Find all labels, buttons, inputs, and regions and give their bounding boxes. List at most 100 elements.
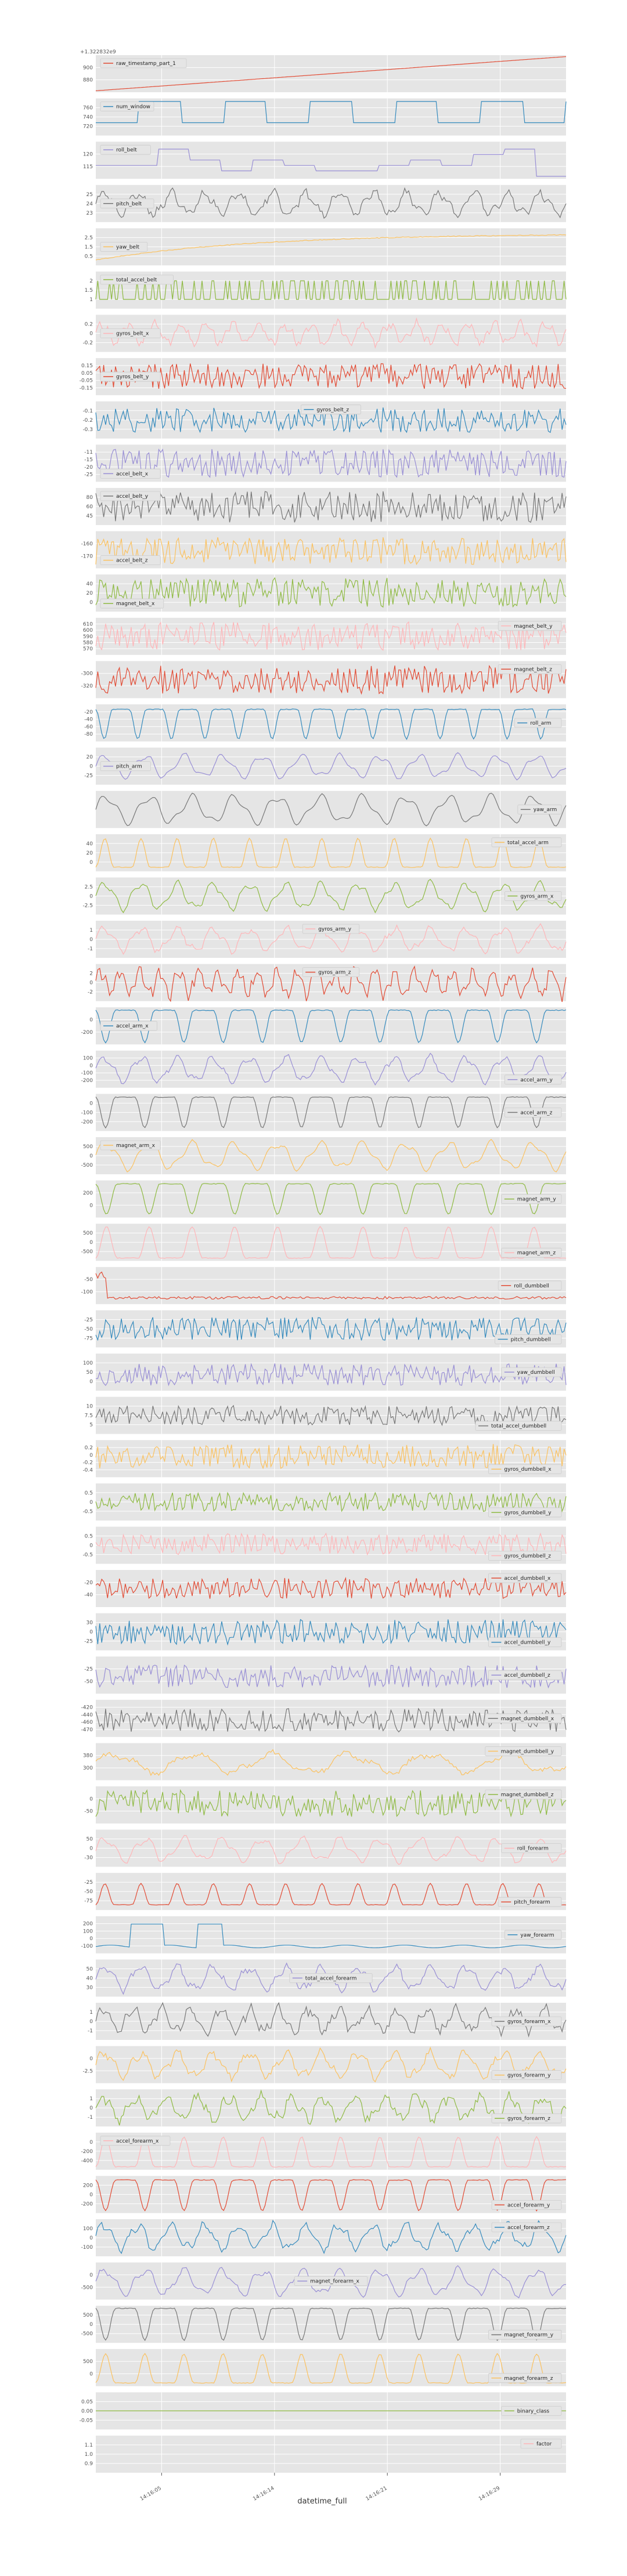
panel-accel_arm_x: 0 -200 accel_arm_x (81, 1007, 567, 1045)
y-tick-label: 380 (83, 1753, 93, 1759)
legend-box (100, 598, 164, 609)
panel-gyros_forearm_y: 0 -2.5 gyros_forearm_y (82, 2046, 567, 2083)
legend-box (505, 1074, 562, 1085)
y-tick-label: -300 (81, 671, 93, 677)
series-line-accel_arm_y (95, 1052, 567, 1086)
panel-yaw_forearm: 200 100 0 -100 yaw_forearm (81, 1916, 567, 1953)
legend-label: magnet_arm_y (517, 1197, 557, 1203)
legend-box (100, 371, 161, 382)
panel-accel_belt_z: -160 -170 accel_belt_z (81, 531, 567, 569)
y-tick-label: -0.15 (80, 385, 93, 391)
legend-box (501, 1194, 562, 1204)
y-tick-label: -80 (84, 732, 93, 737)
legend-box (491, 2199, 562, 2210)
y-tick-label: -0.05 (80, 2418, 93, 2423)
legend-box (100, 198, 154, 209)
y-tick-label: 0 (89, 1543, 93, 1549)
panel-accel_belt_y: 80 60 45 accel_belt_y (87, 488, 567, 525)
y-tick-label: 0.05 (81, 2399, 93, 2405)
y-tick-label: 0 (89, 2192, 93, 2198)
legend-box (501, 1247, 562, 1258)
legend-box (100, 2136, 171, 2146)
legend-label: magnet_dumbbell_z (501, 1792, 554, 1798)
panel-gyros_dumbbell_y: 0.5 0 -0.5 gyros_dumbbell_y (82, 1483, 567, 1521)
legend-box (100, 58, 187, 68)
y-tick-label: -20 (84, 465, 93, 471)
legend-label: accel_belt_x (116, 471, 149, 477)
legend-box (488, 1670, 562, 1680)
panel-accel_dumbbell_z: -25 -50 accel_dumbbell_z (84, 1656, 567, 1694)
legend-label: accel_arm_x (116, 1023, 149, 1029)
x-tick-label: 14:16:14 (252, 2485, 275, 2502)
series-line-yaw_dumbbell (96, 1362, 567, 1387)
panel-magnet_dumbbell_z: 0 -50 magnet_dumbbell_z (84, 1786, 567, 1824)
legend-label: accel_dumbbell_z (504, 1673, 550, 1678)
series-line-magnet_arm_x (95, 1139, 567, 1173)
y-tick-label: 30 (87, 1985, 93, 1991)
y-tick-label: 100 (83, 1929, 93, 1934)
legend-label: yaw_dumbbell (517, 1370, 555, 1376)
legend-label: gyros_dumbbell_z (504, 1553, 551, 1559)
panel-binary_class: 0.05 0.00 -0.05 binary_class (80, 2392, 566, 2430)
y-tick-label: 40 (87, 841, 93, 847)
legend-label: gyros_dumbbell_x (504, 1467, 552, 1472)
y-tick-label: 40 (87, 1976, 93, 1981)
legend-box (488, 1550, 562, 1561)
y-tick-label: 720 (83, 124, 93, 130)
legend: accel_forearm_y (491, 2199, 562, 2210)
panel-accel_arm_z: 0 -100 -200 accel_arm_z (81, 1094, 567, 1131)
panel-background (96, 1267, 566, 1304)
y-tick-label: -50 (84, 1889, 93, 1895)
y-tick-label: 0 (89, 1796, 93, 1802)
y-tick-label: -25 (84, 472, 93, 478)
series-line-gyros_forearm_z (95, 2089, 567, 2126)
y-tick-label: 0 (89, 331, 93, 337)
legend: magnet_belt_x (100, 598, 164, 609)
legend-label: gyros_belt_y (116, 374, 149, 380)
panel-magnet_forearm_z: 500 0 magnet_forearm_z (83, 2349, 567, 2386)
y-tick-label: 50 (87, 1370, 93, 1376)
legend-box (501, 2405, 562, 2416)
legend-label: accel_forearm_y (507, 2202, 550, 2208)
panel-total_accel_belt: 2 1.5 1 total_accel_belt (85, 272, 567, 309)
panel-background (96, 1916, 566, 1953)
legend-label: magnet_forearm_z (504, 2376, 553, 2382)
legend: accel_arm_y (505, 1074, 562, 1085)
y-tick-label: 0 (89, 860, 93, 866)
chart-panels: 900 880 raw_timestamp_part_1 760 740 720 num_w… (80, 55, 567, 2473)
legend-label: gyros_belt_z (316, 407, 349, 413)
legend-box (100, 102, 154, 112)
y-tick-label: -0.2 (82, 341, 93, 346)
panel-accel_dumbbell_y: 30 0 -25 accel_dumbbell_y (84, 1613, 567, 1651)
legend: pitch_forearm (498, 1897, 562, 1907)
panel-magnet_arm_z: 500 0 -500 magnet_arm_z (81, 1224, 567, 1261)
series-line-gyros_arm_x (95, 878, 567, 914)
y-tick-label: -50 (84, 1679, 93, 1685)
panel-gyros_belt_x: 0.2 0 -0.2 gyros_belt_x (82, 314, 567, 352)
y-tick-label: 30 (87, 1620, 93, 1626)
y-tick-label: 2 (89, 971, 93, 977)
y-tick-label: 5 (89, 1423, 93, 1428)
legend-box (491, 2016, 562, 2027)
legend-label: accel_belt_y (116, 494, 149, 500)
legend-label: total_accel_belt (116, 277, 157, 283)
y-tick-label: 0 (89, 764, 93, 770)
y-tick-label: 0.2 (85, 322, 93, 328)
legend-box (475, 1421, 562, 1431)
panel-magnet_belt_z: -300 -320 magnet_belt_z (81, 661, 567, 699)
legend: raw_timestamp_part_1 (100, 58, 187, 68)
legend-label: gyros_forearm_y (507, 2073, 551, 2079)
y-tick-label: -40 (84, 717, 93, 723)
y-tick-label: 0 (89, 1153, 93, 1159)
y-tick-label: -440 (81, 1712, 93, 1718)
y-tick-label: -100 (81, 1070, 93, 1076)
series-line-gyros_belt_z (95, 406, 567, 433)
legend: num_window (100, 102, 154, 112)
legend-label: raw_timestamp_part_1 (116, 61, 176, 67)
panel-background (96, 704, 566, 741)
legend-box (100, 1021, 157, 1031)
series-line-magnet_forearm_z (95, 2353, 567, 2384)
y-tick-label: 0 (89, 1240, 93, 1246)
